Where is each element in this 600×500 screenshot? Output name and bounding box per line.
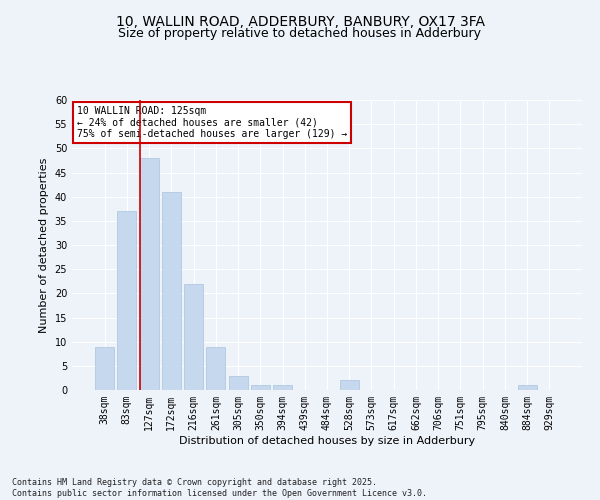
Bar <box>340 380 359 390</box>
Bar <box>184 284 203 390</box>
Bar <box>206 346 225 390</box>
Text: 10, WALLIN ROAD, ADDERBURY, BANBURY, OX17 3FA: 10, WALLIN ROAD, ADDERBURY, BANBURY, OX1… <box>115 15 485 29</box>
Bar <box>162 192 181 390</box>
Bar <box>118 211 136 390</box>
Bar <box>140 158 158 390</box>
Text: Size of property relative to detached houses in Adderbury: Size of property relative to detached ho… <box>119 28 482 40</box>
X-axis label: Distribution of detached houses by size in Adderbury: Distribution of detached houses by size … <box>179 436 475 446</box>
Bar <box>95 346 114 390</box>
Y-axis label: Number of detached properties: Number of detached properties <box>39 158 49 332</box>
Bar <box>518 385 536 390</box>
Bar <box>273 385 292 390</box>
Bar <box>251 385 270 390</box>
Text: Contains HM Land Registry data © Crown copyright and database right 2025.
Contai: Contains HM Land Registry data © Crown c… <box>12 478 427 498</box>
Text: 10 WALLIN ROAD: 125sqm
← 24% of detached houses are smaller (42)
75% of semi-det: 10 WALLIN ROAD: 125sqm ← 24% of detached… <box>77 106 347 139</box>
Bar <box>229 376 248 390</box>
